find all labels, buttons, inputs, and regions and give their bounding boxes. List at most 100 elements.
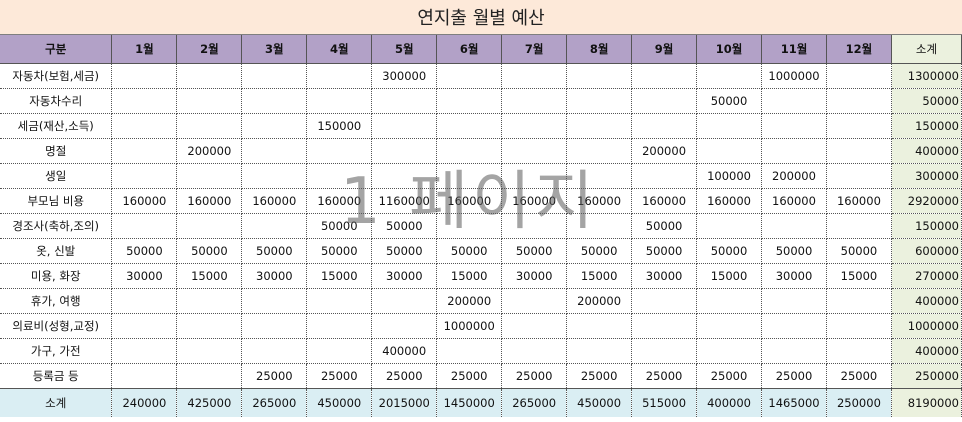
- table-cell[interactable]: [826, 313, 892, 339]
- table-cell[interactable]: [241, 88, 308, 114]
- row-label[interactable]: 세금(재산,소득): [0, 113, 113, 139]
- table-cell[interactable]: [826, 338, 892, 364]
- table-cell[interactable]: [241, 338, 308, 364]
- table-cell[interactable]: [111, 338, 178, 364]
- table-cell[interactable]: 160000: [566, 188, 633, 214]
- summary-cell[interactable]: 2015000: [371, 388, 438, 417]
- table-cell[interactable]: [241, 313, 308, 339]
- table-cell[interactable]: [631, 338, 698, 364]
- row-total-cell[interactable]: 400000: [891, 288, 962, 314]
- table-cell[interactable]: [566, 113, 633, 139]
- table-cell[interactable]: 30000: [371, 263, 438, 289]
- table-cell[interactable]: 300000: [371, 63, 438, 89]
- table-cell[interactable]: 25000: [696, 363, 762, 389]
- table-cell[interactable]: [501, 288, 568, 314]
- row-total-cell[interactable]: 400000: [891, 338, 962, 364]
- table-cell[interactable]: [696, 288, 762, 314]
- table-cell[interactable]: 1000000: [761, 63, 827, 89]
- table-cell[interactable]: [826, 163, 892, 189]
- table-cell[interactable]: 25000: [501, 363, 568, 389]
- table-cell[interactable]: 30000: [501, 263, 568, 289]
- table-cell[interactable]: [501, 338, 568, 364]
- table-cell[interactable]: 25000: [306, 363, 373, 389]
- table-cell[interactable]: [501, 213, 568, 239]
- table-cell[interactable]: 30000: [111, 263, 178, 289]
- table-cell[interactable]: [566, 313, 633, 339]
- table-cell[interactable]: 200000: [176, 138, 243, 164]
- row-label[interactable]: 생일: [0, 163, 113, 189]
- table-cell[interactable]: 15000: [306, 263, 373, 289]
- table-cell[interactable]: [176, 338, 243, 364]
- row-total-cell[interactable]: 300000: [891, 163, 962, 189]
- table-cell[interactable]: 30000: [241, 263, 308, 289]
- summary-cell[interactable]: 265000: [501, 388, 568, 417]
- table-cell[interactable]: [566, 338, 633, 364]
- table-cell[interactable]: 200000: [436, 288, 503, 314]
- row-label[interactable]: 등록금 등: [0, 363, 113, 389]
- summary-label[interactable]: 소계: [0, 388, 113, 417]
- table-cell[interactable]: [761, 88, 827, 114]
- table-cell[interactable]: [436, 338, 503, 364]
- table-cell[interactable]: [436, 113, 503, 139]
- table-cell[interactable]: 160000: [761, 188, 827, 214]
- table-cell[interactable]: [761, 313, 827, 339]
- table-cell[interactable]: [501, 163, 568, 189]
- table-cell[interactable]: 50000: [696, 238, 762, 264]
- table-cell[interactable]: [696, 113, 762, 139]
- table-cell[interactable]: 30000: [761, 263, 827, 289]
- table-cell[interactable]: [501, 138, 568, 164]
- table-cell[interactable]: [436, 163, 503, 189]
- table-cell[interactable]: 160000: [111, 188, 178, 214]
- table-cell[interactable]: [111, 213, 178, 239]
- table-cell[interactable]: [696, 63, 762, 89]
- table-cell[interactable]: [631, 88, 698, 114]
- table-cell[interactable]: 25000: [761, 363, 827, 389]
- row-total-cell[interactable]: 270000: [891, 263, 962, 289]
- table-cell[interactable]: 25000: [436, 363, 503, 389]
- table-cell[interactable]: 15000: [566, 263, 633, 289]
- table-cell[interactable]: 1000000: [436, 313, 503, 339]
- row-label[interactable]: 의료비(성형,교정): [0, 313, 113, 339]
- table-cell[interactable]: 160000: [436, 188, 503, 214]
- table-cell[interactable]: [761, 338, 827, 364]
- table-cell[interactable]: [436, 138, 503, 164]
- table-cell[interactable]: [696, 213, 762, 239]
- table-cell[interactable]: 160000: [501, 188, 568, 214]
- table-cell[interactable]: [501, 63, 568, 89]
- column-header-month[interactable]: 9월: [631, 35, 698, 64]
- table-cell[interactable]: [111, 363, 178, 389]
- table-cell[interactable]: 25000: [566, 363, 633, 389]
- table-cell[interactable]: [111, 138, 178, 164]
- summary-cell[interactable]: 1465000: [761, 388, 827, 417]
- table-cell[interactable]: 25000: [631, 363, 698, 389]
- table-cell[interactable]: 160000: [176, 188, 243, 214]
- row-total-cell[interactable]: 600000: [891, 238, 962, 264]
- table-cell[interactable]: 160000: [631, 188, 698, 214]
- table-cell[interactable]: 160000: [696, 188, 762, 214]
- table-cell[interactable]: 50000: [631, 238, 698, 264]
- table-cell[interactable]: [436, 63, 503, 89]
- table-cell[interactable]: 50000: [176, 238, 243, 264]
- table-cell[interactable]: [306, 313, 373, 339]
- table-cell[interactable]: 50000: [566, 238, 633, 264]
- table-cell[interactable]: 30000: [631, 263, 698, 289]
- table-cell[interactable]: [306, 163, 373, 189]
- table-cell[interactable]: [631, 63, 698, 89]
- row-total-cell[interactable]: 150000: [891, 213, 962, 239]
- column-header-month[interactable]: 12월: [826, 35, 892, 64]
- table-cell[interactable]: 50000: [371, 238, 438, 264]
- table-cell[interactable]: 25000: [241, 363, 308, 389]
- column-header-month[interactable]: 10월: [696, 35, 762, 64]
- row-total-cell[interactable]: 1000000: [891, 313, 962, 339]
- table-cell[interactable]: 160000: [306, 188, 373, 214]
- table-cell[interactable]: [241, 163, 308, 189]
- table-cell[interactable]: [176, 163, 243, 189]
- table-cell[interactable]: 50000: [241, 238, 308, 264]
- row-label[interactable]: 가구, 가전: [0, 338, 113, 364]
- table-cell[interactable]: 15000: [176, 263, 243, 289]
- table-cell[interactable]: [631, 113, 698, 139]
- column-header-month[interactable]: 1월: [111, 35, 178, 64]
- table-cell[interactable]: [566, 163, 633, 189]
- table-cell[interactable]: [111, 63, 178, 89]
- table-cell[interactable]: [176, 288, 243, 314]
